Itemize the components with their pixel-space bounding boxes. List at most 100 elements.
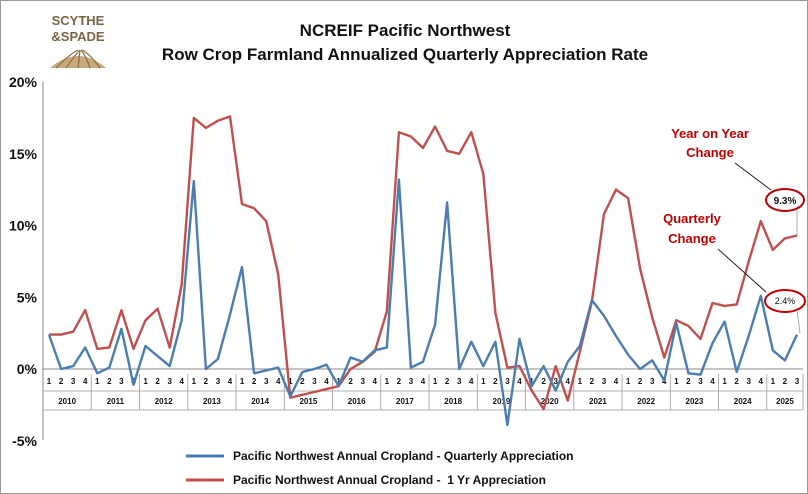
x-quarter-label: 2 — [155, 377, 160, 386]
x-quarter-label: 3 — [795, 377, 800, 386]
y-tick-label: -5% — [12, 433, 37, 449]
x-year-label: 2017 — [396, 397, 414, 406]
x-quarter-label: 2 — [397, 377, 402, 386]
x-quarter-label: 1 — [95, 377, 100, 386]
x-quarter-label: 1 — [433, 377, 438, 386]
quarterly-annotation-pointer — [717, 248, 767, 293]
x-quarter-label: 2 — [493, 377, 498, 386]
farm-field-icon — [50, 49, 106, 69]
x-quarter-label: 2 — [348, 377, 353, 386]
yoy-value-badge — [765, 188, 805, 212]
x-year-label: 2013 — [203, 397, 221, 406]
x-quarter-label: 4 — [517, 377, 522, 386]
quarterly-value-label: 2.4% — [775, 296, 796, 306]
y-tick-label: 15% — [9, 146, 38, 162]
x-year-label: 2014 — [251, 397, 269, 406]
x-quarter-label: 4 — [83, 377, 88, 386]
x-quarter-label: 1 — [336, 377, 341, 386]
x-quarter-label: 1 — [288, 377, 293, 386]
x-quarter-label: 4 — [228, 377, 233, 386]
x-quarter-label: 1 — [240, 377, 245, 386]
x-quarter-label: 2 — [590, 377, 595, 386]
legend: Pacific Northwest Annual Cropland - Quar… — [186, 449, 574, 487]
x-quarter-label: 1 — [481, 377, 486, 386]
x-year-label: 2018 — [444, 397, 462, 406]
quarterly-annotation-line2: Change — [668, 231, 716, 246]
yoy-annotation-line2: Change — [686, 145, 734, 160]
yoy-annotation-line1: Year on Year — [671, 126, 749, 141]
x-quarter-label: 2 — [252, 377, 257, 386]
legend-label-quarterly: Pacific Northwest Annual Cropland - Quar… — [233, 449, 574, 463]
x-quarter-label: 3 — [746, 377, 751, 386]
x-quarter-label: 1 — [578, 377, 583, 386]
x-quarter-label: 3 — [312, 377, 317, 386]
x-quarter-label: 1 — [674, 377, 679, 386]
x-year-label: 2025 — [776, 397, 794, 406]
x-quarter-label: 4 — [324, 377, 329, 386]
logo-line1: SCYTHE — [52, 13, 105, 28]
x-year-label: 2011 — [107, 397, 125, 406]
x-quarter-label: 3 — [360, 377, 365, 386]
x-year-label: 2016 — [348, 397, 366, 406]
x-category-grid — [43, 374, 804, 411]
x-quarter-label: 1 — [385, 377, 390, 386]
yoy-value-label: 9.3% — [774, 196, 797, 207]
legend-label-annual: Pacific Northwest Annual Cropland - 1 Yr… — [233, 473, 546, 487]
x-quarter-label: 4 — [566, 377, 571, 386]
x-quarter-label: 3 — [119, 377, 124, 386]
series-lines — [47, 115, 799, 427]
x-quarter-label: 2 — [300, 377, 305, 386]
x-quarter-label: 3 — [602, 377, 607, 386]
x-quarter-label: 4 — [759, 377, 764, 386]
x-year-label: 2022 — [637, 397, 655, 406]
x-quarter-label: 3 — [71, 377, 76, 386]
x-quarter-label: 4 — [180, 377, 185, 386]
x-quarter-label: 4 — [469, 377, 474, 386]
x-quarter-label: 2 — [686, 377, 691, 386]
x-year-label: 2012 — [155, 397, 173, 406]
x-quarter-label: 2 — [783, 377, 788, 386]
x-quarter-label: 3 — [505, 377, 510, 386]
x-quarter-label: 4 — [276, 377, 281, 386]
x-quarter-label: 3 — [698, 377, 703, 386]
y-tick-label: 5% — [17, 289, 38, 305]
yoy-annotation-pointer — [734, 162, 772, 191]
x-quarter-label: 4 — [421, 377, 426, 386]
chart-subtitle: Row Crop Farmland Annualized Quarterly A… — [162, 45, 648, 64]
x-quarter-label: 3 — [409, 377, 414, 386]
x-quarter-label: 1 — [722, 377, 727, 386]
x-quarter-label: 1 — [626, 377, 631, 386]
x-year-labels: 2010 2011 2012 2013 2014 2015 2016 2017 2018 2019… — [58, 397, 794, 406]
y-tick-label: 10% — [9, 218, 38, 234]
yoy-annotation: Year on Year Change 9.3% — [671, 126, 805, 236]
annual-appreciation-line — [49, 115, 798, 411]
x-quarter-label: 1 — [47, 377, 52, 386]
x-quarter-label: 1 — [192, 377, 197, 386]
x-quarter-label: 4 — [614, 377, 619, 386]
quarterly-annotation: Quarterly Change 2.4% — [663, 211, 806, 334]
scythe-spade-logo: SCYTHE &SPADE — [50, 13, 106, 69]
x-quarter-label: 3 — [167, 377, 172, 386]
x-year-label: 2023 — [686, 397, 704, 406]
x-quarter-label: 1 — [771, 377, 776, 386]
x-quarter-label: 3 — [457, 377, 462, 386]
y-tick-labels: -5% 0% 5% 10% 15% 20% — [9, 74, 38, 449]
x-year-label: 2015 — [299, 397, 317, 406]
x-year-label: 2019 — [493, 397, 511, 406]
x-year-label: 2024 — [734, 397, 752, 406]
quarterly-leader-line — [796, 309, 801, 334]
x-quarter-label: 4 — [710, 377, 715, 386]
x-quarter-label: 1 — [143, 377, 148, 386]
x-quarter-label: 2 — [59, 377, 64, 386]
x-year-label: 2010 — [58, 397, 76, 406]
x-quarter-label: 2 — [445, 377, 450, 386]
x-quarter-label: 3 — [650, 377, 655, 386]
x-quarter-label: 2 — [204, 377, 209, 386]
x-year-label: 2021 — [589, 397, 607, 406]
x-quarter-label: 4 — [373, 377, 378, 386]
quarterly-value-badge — [764, 289, 806, 313]
x-quarter-label: 3 — [216, 377, 221, 386]
x-quarter-label: 2 — [638, 377, 643, 386]
